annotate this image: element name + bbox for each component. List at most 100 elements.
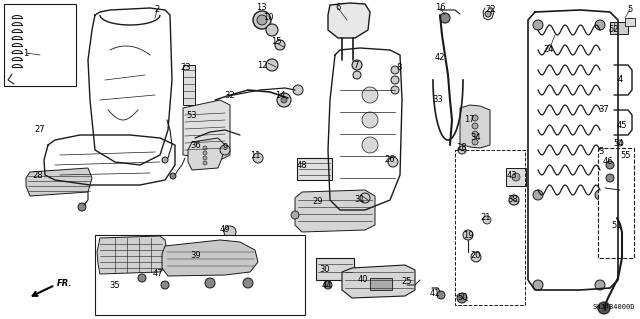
Circle shape	[509, 195, 519, 205]
Text: 26: 26	[385, 155, 396, 165]
Circle shape	[362, 112, 378, 128]
Circle shape	[170, 173, 176, 179]
Circle shape	[352, 60, 362, 70]
Circle shape	[598, 302, 610, 314]
Circle shape	[253, 11, 271, 29]
Text: 12: 12	[257, 62, 268, 70]
Circle shape	[388, 157, 398, 167]
Bar	[506, 168, 526, 186]
Circle shape	[162, 157, 168, 163]
Circle shape	[362, 87, 378, 103]
Text: 5: 5	[627, 4, 632, 13]
Circle shape	[360, 193, 370, 203]
Text: 55: 55	[621, 151, 631, 160]
Polygon shape	[97, 236, 168, 274]
Polygon shape	[295, 190, 375, 232]
Polygon shape	[460, 105, 490, 148]
Circle shape	[616, 151, 624, 159]
Text: 25: 25	[402, 278, 412, 286]
Text: 30: 30	[320, 265, 330, 275]
Text: 3: 3	[598, 147, 604, 157]
Circle shape	[391, 86, 399, 94]
Circle shape	[266, 24, 278, 36]
Circle shape	[293, 85, 303, 95]
Circle shape	[362, 137, 378, 153]
Text: 11: 11	[250, 151, 260, 160]
Circle shape	[391, 66, 399, 74]
Circle shape	[471, 252, 481, 262]
Circle shape	[277, 93, 291, 107]
Circle shape	[472, 139, 478, 145]
Text: 16: 16	[435, 4, 445, 12]
Circle shape	[610, 26, 618, 34]
Circle shape	[224, 226, 236, 238]
Circle shape	[437, 291, 445, 299]
Circle shape	[281, 97, 287, 103]
Circle shape	[138, 274, 146, 282]
Text: 31: 31	[355, 196, 365, 204]
Text: 32: 32	[225, 92, 236, 100]
Text: 8: 8	[396, 63, 402, 72]
Circle shape	[472, 123, 478, 129]
Text: 27: 27	[35, 125, 45, 135]
Circle shape	[472, 131, 478, 137]
Circle shape	[595, 190, 605, 200]
Circle shape	[78, 203, 86, 211]
Text: 14: 14	[275, 91, 285, 100]
Circle shape	[483, 216, 491, 224]
Text: 36: 36	[191, 140, 202, 150]
Bar	[598, 148, 634, 258]
Polygon shape	[183, 100, 230, 160]
Circle shape	[606, 161, 614, 169]
Circle shape	[463, 230, 473, 240]
Circle shape	[332, 272, 338, 278]
Text: 21: 21	[481, 213, 492, 222]
Text: 7: 7	[353, 61, 358, 70]
Circle shape	[617, 140, 623, 146]
Circle shape	[533, 280, 543, 290]
Text: 22: 22	[486, 4, 496, 13]
Text: 48: 48	[297, 160, 307, 169]
Text: 19: 19	[463, 231, 473, 240]
Text: 46: 46	[603, 158, 613, 167]
Circle shape	[205, 278, 215, 288]
Bar	[95, 235, 305, 315]
Polygon shape	[162, 240, 258, 276]
Text: 6: 6	[335, 4, 340, 12]
Text: 49: 49	[220, 226, 230, 234]
Text: 44: 44	[322, 280, 332, 290]
Text: 29: 29	[313, 197, 323, 206]
Circle shape	[203, 151, 207, 155]
Circle shape	[275, 40, 285, 50]
Bar	[370, 278, 392, 290]
Circle shape	[253, 153, 263, 163]
Text: 41: 41	[429, 288, 440, 298]
Text: 50: 50	[458, 293, 468, 301]
Polygon shape	[188, 138, 225, 170]
Text: 4: 4	[618, 75, 623, 84]
Text: 13: 13	[256, 4, 266, 12]
Text: 34: 34	[470, 132, 481, 142]
Bar	[324, 258, 346, 276]
Circle shape	[324, 281, 332, 289]
Bar	[455, 150, 525, 305]
Bar	[610, 22, 628, 34]
Text: 15: 15	[271, 38, 281, 47]
Text: 43: 43	[507, 170, 517, 180]
Text: 33: 33	[433, 95, 444, 105]
Circle shape	[595, 20, 605, 30]
Polygon shape	[26, 168, 92, 196]
Text: 40: 40	[358, 276, 368, 285]
Text: 2: 2	[154, 5, 159, 14]
Text: 37: 37	[598, 105, 609, 114]
Text: 1: 1	[24, 48, 29, 57]
Circle shape	[440, 13, 450, 23]
Text: 17: 17	[464, 115, 474, 124]
Circle shape	[203, 146, 207, 150]
Text: FR.: FR.	[57, 279, 72, 288]
Circle shape	[353, 71, 361, 79]
Text: 54: 54	[614, 138, 624, 147]
Text: 38: 38	[508, 196, 518, 204]
Circle shape	[533, 190, 543, 200]
Circle shape	[203, 161, 207, 165]
